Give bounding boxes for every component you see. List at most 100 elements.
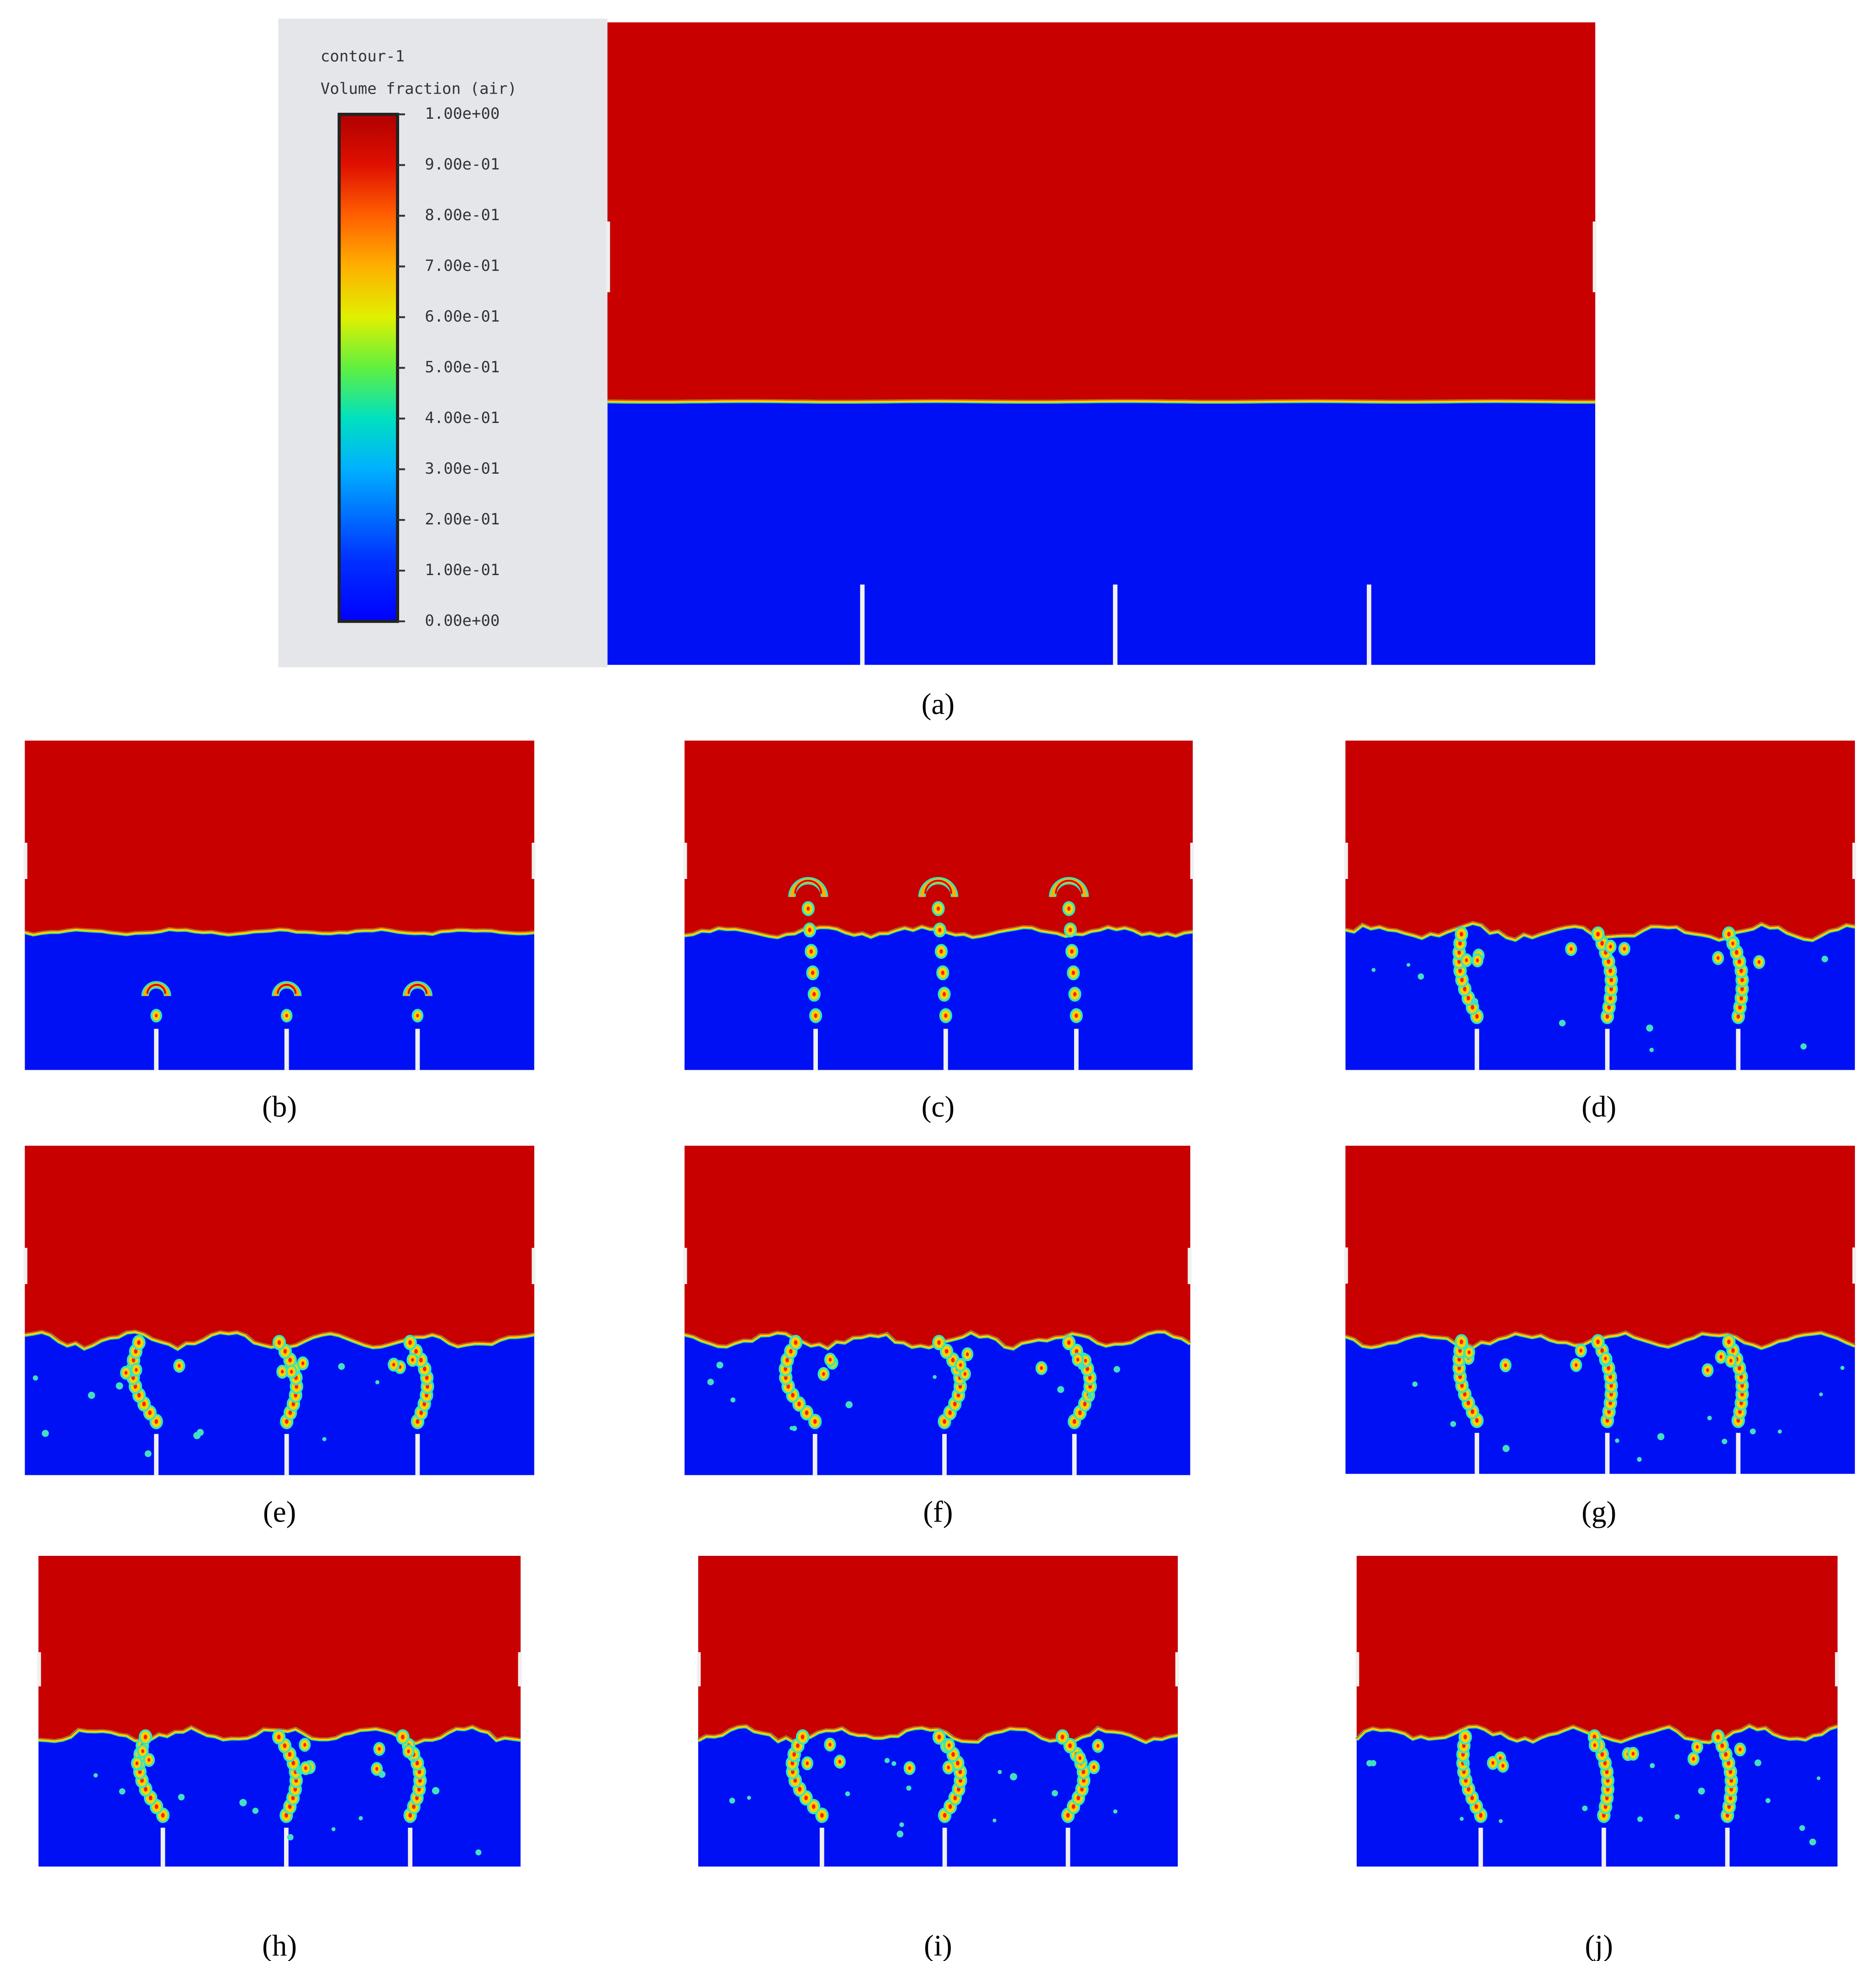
panel-label: (c) bbox=[922, 1090, 954, 1123]
bubble-core bbox=[794, 1340, 798, 1345]
panel-label: (i) bbox=[924, 1929, 952, 1961]
bubble-core bbox=[1504, 1363, 1507, 1368]
contour-panel bbox=[697, 1556, 1179, 1867]
bubble-core bbox=[1040, 1366, 1043, 1370]
bubble-core bbox=[178, 1364, 181, 1368]
droplet bbox=[1777, 1429, 1782, 1434]
droplet bbox=[1371, 967, 1376, 972]
bubble-core bbox=[948, 1804, 952, 1809]
droplet bbox=[729, 1797, 735, 1804]
nozzle bbox=[1736, 1029, 1741, 1070]
bubble-core bbox=[953, 1795, 957, 1801]
side-notch bbox=[683, 842, 687, 879]
panel-label: (h) bbox=[262, 1929, 297, 1961]
bubble-core bbox=[1731, 941, 1734, 946]
side-notch bbox=[697, 1652, 701, 1686]
droplet bbox=[891, 1761, 896, 1766]
air-region bbox=[1356, 1556, 1838, 1743]
bubble-core bbox=[1474, 1804, 1478, 1809]
contour-panel bbox=[23, 1146, 536, 1475]
bubble-core bbox=[1720, 1743, 1724, 1748]
panel-label: (d) bbox=[1581, 1090, 1616, 1123]
bubble-core bbox=[1463, 986, 1467, 992]
bubble-core bbox=[1607, 1365, 1611, 1371]
bubble-core bbox=[1696, 1745, 1699, 1749]
bubble-core bbox=[804, 1795, 808, 1801]
bubble-core bbox=[415, 1760, 419, 1765]
bubble-core bbox=[1575, 1363, 1578, 1367]
panel-label: (f) bbox=[923, 1496, 953, 1528]
bubble-core bbox=[1457, 950, 1461, 955]
bubble-core bbox=[1072, 1419, 1076, 1424]
bubble-core bbox=[1592, 1734, 1597, 1739]
droplet bbox=[1646, 1024, 1654, 1032]
plume-cap bbox=[794, 880, 822, 894]
bubble-core bbox=[1739, 968, 1743, 973]
bubble-core bbox=[943, 992, 946, 997]
bubble-core bbox=[155, 1014, 158, 1018]
legend-tick-label: 2.00e-01 bbox=[425, 510, 500, 529]
nozzle bbox=[1366, 584, 1371, 665]
bubble-core bbox=[1460, 977, 1464, 983]
bubble-core bbox=[1607, 1004, 1611, 1010]
droplet bbox=[1370, 1760, 1376, 1766]
droplet bbox=[1051, 1790, 1058, 1797]
bubble-core bbox=[937, 1340, 941, 1345]
bubble-core bbox=[1466, 995, 1470, 1001]
bubble-core bbox=[1692, 1757, 1695, 1761]
bubble-core bbox=[1073, 992, 1077, 997]
side-notch bbox=[532, 842, 536, 879]
bubble-core bbox=[303, 1743, 306, 1747]
bubble-core bbox=[1083, 1401, 1087, 1406]
bubble-core bbox=[1605, 1014, 1609, 1019]
side-notch bbox=[23, 1247, 27, 1284]
bubble-core bbox=[1067, 1340, 1071, 1345]
droplet bbox=[1722, 1438, 1728, 1444]
bubble-core bbox=[938, 928, 942, 932]
droplet bbox=[896, 1830, 904, 1838]
droplet bbox=[411, 1758, 416, 1763]
interface-red bbox=[698, 1724, 1178, 1742]
panels: 1.00e+00 9.00e-01 8.00e-01 7.00e-01 6.00e-01… bbox=[23, 22, 1856, 1961]
bubble-core bbox=[1460, 1339, 1464, 1344]
bubble-core bbox=[944, 1349, 949, 1354]
bubble-core bbox=[301, 1361, 305, 1365]
interface-red bbox=[25, 927, 534, 934]
interface-yellow bbox=[24, 928, 535, 936]
bubble-core bbox=[124, 1371, 128, 1375]
nozzle bbox=[942, 1434, 947, 1475]
bubble-core bbox=[1737, 959, 1741, 964]
bubble-core bbox=[1467, 1350, 1471, 1354]
nozzle bbox=[813, 1029, 818, 1070]
droplet bbox=[1460, 1817, 1464, 1821]
bubble-core bbox=[1470, 1795, 1474, 1801]
bubble-core bbox=[963, 1372, 967, 1376]
panel-label: (j) bbox=[1585, 1929, 1613, 1961]
bubble-core bbox=[400, 1734, 405, 1739]
bubble-core bbox=[281, 1369, 284, 1374]
bubble-core bbox=[1096, 1744, 1100, 1748]
nozzle bbox=[1475, 1029, 1480, 1070]
bubble-core bbox=[419, 1410, 423, 1415]
bubble-core bbox=[148, 1795, 153, 1801]
bubble-core bbox=[939, 949, 943, 954]
side-notch bbox=[23, 842, 27, 879]
droplet bbox=[730, 1397, 736, 1403]
bubble-core bbox=[137, 1340, 141, 1345]
bubble-core bbox=[285, 1419, 289, 1424]
droplet bbox=[1840, 1366, 1844, 1370]
bubble-core bbox=[1631, 1752, 1635, 1756]
bubble-core bbox=[1479, 1813, 1483, 1818]
side-notch bbox=[1592, 221, 1597, 292]
bubble-core bbox=[1069, 928, 1072, 932]
droplet bbox=[791, 1426, 797, 1431]
droplet bbox=[1582, 1805, 1588, 1811]
bubble-core bbox=[1076, 1795, 1080, 1801]
droplet bbox=[1113, 1809, 1118, 1814]
contour-panel bbox=[1344, 1146, 1856, 1474]
droplet bbox=[119, 1788, 126, 1795]
droplet bbox=[1698, 1787, 1705, 1795]
bubble-core bbox=[1724, 1752, 1728, 1757]
bubble-core bbox=[137, 1393, 141, 1398]
